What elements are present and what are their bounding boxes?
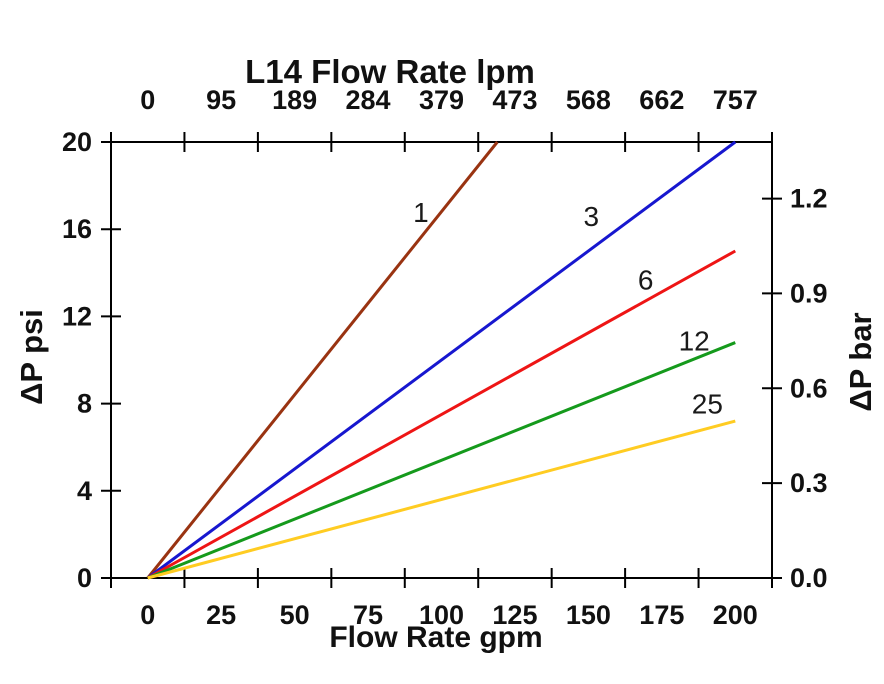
bottom-tick-label: 125 — [492, 600, 537, 630]
series-line-1 — [146, 141, 499, 579]
left-tick-label: 8 — [77, 389, 92, 419]
top-tick-label: 757 — [713, 85, 758, 115]
top-tick-label: 189 — [272, 85, 317, 115]
series-line-12 — [147, 341, 736, 580]
axis-tick-labels: 0025955018975284100379125473150568175662… — [62, 85, 828, 630]
right-tick-label: 1.2 — [790, 184, 828, 214]
right-tick-label: 0.9 — [790, 278, 828, 308]
bottom-axis-title: Flow Rate gpm — [329, 621, 543, 654]
bottom-tick-label: 50 — [280, 600, 310, 630]
bottom-tick-label: 175 — [639, 600, 684, 630]
series-label-12: 12 — [679, 325, 710, 356]
bottom-tick-label: 0 — [140, 600, 155, 630]
series-label-1: 1 — [413, 197, 429, 228]
top-tick-label: 379 — [419, 85, 464, 115]
plot-border — [110, 141, 773, 579]
series-line-25 — [147, 419, 736, 580]
bottom-tick-label: 25 — [206, 600, 236, 630]
right-tick-label: 0.0 — [790, 563, 828, 593]
left-tick-label: 16 — [62, 214, 92, 244]
bottom-tick-label: 150 — [566, 600, 611, 630]
plot-frame — [110, 141, 773, 579]
top-tick-label: 473 — [492, 85, 537, 115]
series-line-3 — [146, 140, 737, 580]
series-label-25: 25 — [692, 389, 723, 420]
right-tick-label: 0.3 — [790, 468, 828, 498]
series-label-3: 3 — [584, 201, 600, 232]
series-labels: 1 3 6 12 25 — [413, 197, 723, 420]
right-tick-label: 0.6 — [790, 373, 828, 403]
top-tick-label: 568 — [566, 85, 611, 115]
bottom-tick-label: 200 — [713, 600, 758, 630]
right-axis-title: ΔP bar — [843, 312, 878, 412]
axis-ticks — [101, 132, 782, 588]
series-lines — [146, 140, 737, 580]
bottom-tick-label: 100 — [419, 600, 464, 630]
series-label-6: 6 — [638, 264, 654, 295]
top-tick-label: 95 — [206, 85, 236, 115]
left-axis-title: ΔP psi — [14, 309, 49, 405]
left-tick-label: 4 — [77, 476, 92, 506]
bottom-tick-label: 75 — [353, 600, 383, 630]
series-line-6 — [146, 249, 737, 580]
left-tick-label: 20 — [62, 127, 92, 157]
top-tick-label: 284 — [346, 85, 391, 115]
top-tick-label: 662 — [639, 85, 684, 115]
top-axis-title: L14 Flow Rate lpm — [245, 53, 535, 90]
left-tick-label: 0 — [77, 563, 92, 593]
top-tick-label: 0 — [140, 85, 155, 115]
left-tick-label: 12 — [62, 301, 92, 331]
